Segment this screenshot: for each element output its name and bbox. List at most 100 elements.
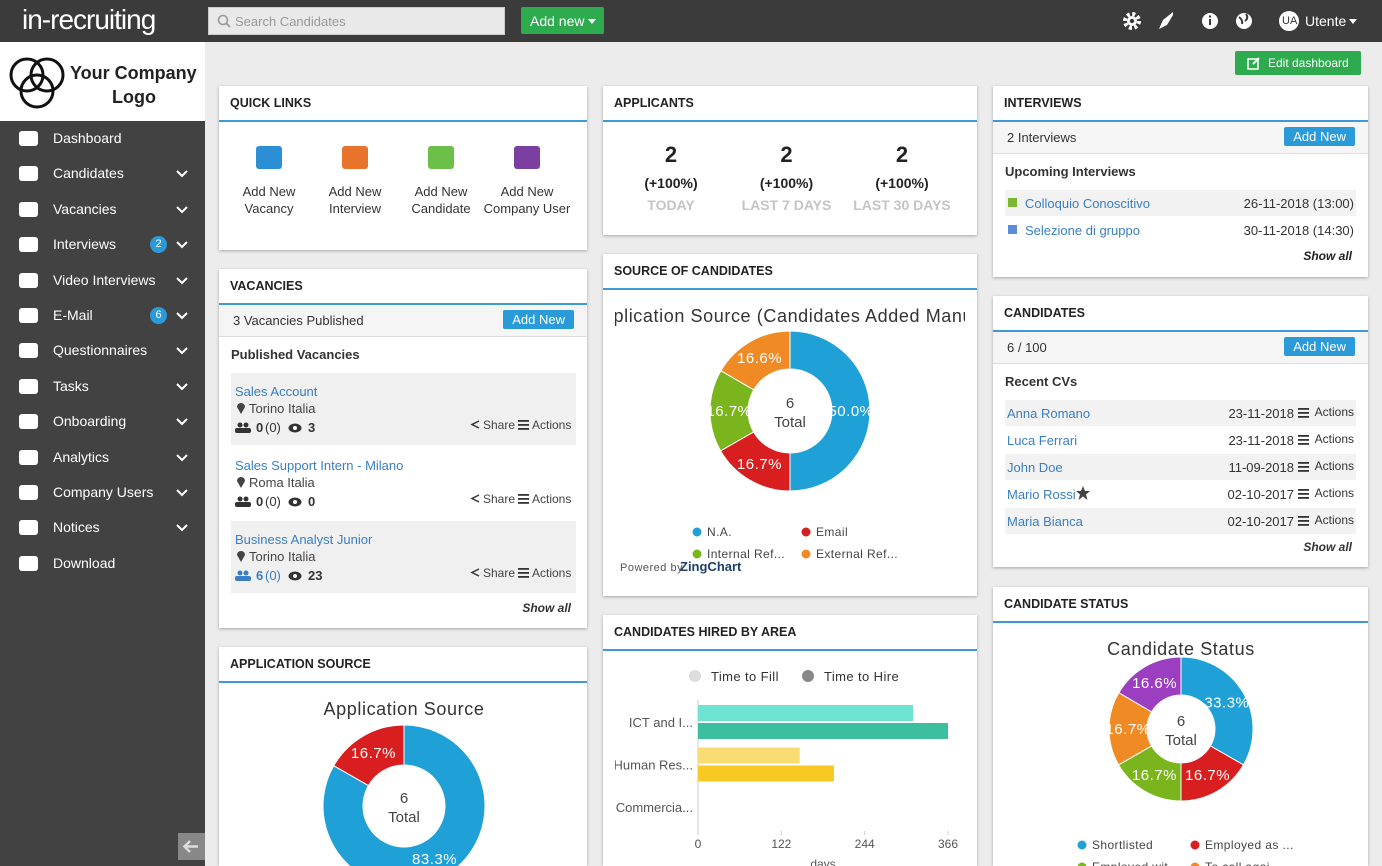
- x-axis-label: days: [810, 857, 835, 866]
- share-label[interactable]: Share: [483, 566, 516, 580]
- menu-item[interactable]: Analytics: [0, 440, 205, 475]
- cv-date: 23-11-2018: [1228, 433, 1294, 448]
- quick-link-label[interactable]: Add New Company User: [483, 184, 571, 216]
- avatar[interactable]: [1279, 11, 1299, 31]
- vacancy-title[interactable]: Sales Account: [235, 384, 318, 399]
- quick-link-icon[interactable]: [254, 143, 284, 171]
- stat-period: LAST 7 DAYS: [741, 197, 832, 213]
- interview-row: Selezione di gruppo 30-11-2018 (14:30): [1005, 217, 1356, 243]
- legend-dot: [802, 670, 814, 682]
- topbar-icons: [1123, 11, 1357, 31]
- menu-item[interactable]: Dashboard: [0, 121, 205, 156]
- icon-line: [518, 568, 529, 570]
- legend-label: Employed wit...: [1092, 860, 1179, 866]
- cv-row: Anna Romano 23-11-2018 Actions: [1005, 400, 1356, 426]
- add-new-button[interactable]: Add New: [1284, 127, 1355, 146]
- menu-item[interactable]: Vacancies: [0, 192, 205, 227]
- body: [235, 428, 251, 433]
- globe-icon[interactable]: [1236, 13, 1252, 29]
- menu-item[interactable]: Candidates: [0, 156, 205, 191]
- cv-name[interactable]: Maria Bianca: [1007, 514, 1083, 529]
- collapse-button[interactable]: [178, 833, 205, 860]
- icon-line: [1298, 462, 1309, 464]
- x-tick-label: 366: [938, 837, 958, 851]
- quick-link-label[interactable]: Add New Interview: [328, 184, 382, 216]
- settings-icon[interactable]: [1123, 12, 1141, 30]
- cv-name[interactable]: John Doe: [1007, 460, 1063, 475]
- add-new-button[interactable]: Add New: [1284, 337, 1355, 356]
- user-name[interactable]: Utente: [1305, 13, 1347, 29]
- cv-row: Luca Ferrari 23-11-2018 Actions: [1005, 427, 1356, 453]
- vacancy-item: Sales Support Intern - Milano Roma Italia…: [231, 447, 576, 519]
- share-label[interactable]: Share: [483, 418, 516, 432]
- actions-label[interactable]: Actions: [532, 418, 572, 432]
- share: [470, 494, 480, 503]
- interview-name[interactable]: Colloquio Conoscitivo: [1025, 196, 1151, 211]
- cv-actions[interactable]: Actions: [1314, 486, 1354, 500]
- chevron: [176, 489, 188, 497]
- pin: [237, 551, 245, 562]
- cv-actions[interactable]: Actions: [1314, 405, 1354, 419]
- vacancy-title[interactable]: Sales Support Intern - Milano: [235, 458, 404, 473]
- chevron: [176, 453, 188, 462]
- eye-icon: [288, 571, 302, 581]
- cv-name[interactable]: Mario Rossi: [1007, 487, 1076, 502]
- menu-item[interactable]: Interviews 2: [0, 227, 205, 262]
- menu-icon: [19, 272, 38, 288]
- legend-label: N.A.: [707, 525, 732, 539]
- cv-actions[interactable]: Actions: [1314, 513, 1354, 527]
- vacancy-title[interactable]: Business Analyst Junior: [235, 532, 373, 547]
- cv-name[interactable]: Anna Romano: [1007, 406, 1091, 421]
- add-new-button[interactable]: Add New: [503, 310, 574, 329]
- quick-link-icon[interactable]: [512, 143, 542, 171]
- brand[interactable]: in-recruiting: [22, 4, 156, 35]
- status-panel: CANDIDATE STATUS Candidate Status 33.3% 16…: [993, 587, 1368, 866]
- menu-icon: [1298, 408, 1309, 418]
- category-label: Commercia...: [616, 800, 693, 815]
- quick-link-icon[interactable]: [426, 143, 456, 171]
- panel-title: VACANCIES: [219, 269, 587, 305]
- menu-icon: [19, 414, 38, 430]
- icon-shape: [19, 414, 38, 430]
- legend-label: Employed as ...: [1205, 838, 1294, 852]
- edit-dashboard-button[interactable]: Edit dashboard: [1235, 51, 1361, 75]
- cv-actions[interactable]: Actions: [1314, 432, 1354, 446]
- icon-line: [1298, 520, 1309, 522]
- center-value: 6: [1177, 713, 1185, 730]
- quick-link-label[interactable]: Add New Candidate: [411, 184, 471, 216]
- menu-item[interactable]: Company Users: [0, 475, 205, 510]
- share-label[interactable]: Share: [483, 492, 516, 506]
- show-all[interactable]: Show all: [1303, 249, 1352, 263]
- show-all[interactable]: Show all: [522, 601, 571, 615]
- actions-label[interactable]: Actions: [532, 566, 572, 580]
- body: [235, 502, 251, 507]
- menu-item[interactable]: Questionnaires: [0, 333, 205, 368]
- rocket-icon[interactable]: [1159, 12, 1173, 29]
- menu-item[interactable]: E-Mail 6: [0, 298, 205, 333]
- legend-label: Shortlisted: [1092, 838, 1153, 852]
- menu-item[interactable]: Video Interviews: [0, 263, 205, 298]
- menu-item[interactable]: Notices: [0, 510, 205, 545]
- icon-shape: [19, 343, 38, 359]
- add-new-button[interactable]: Add new: [521, 7, 604, 34]
- show-all[interactable]: Show all: [1303, 540, 1352, 554]
- menu-item[interactable]: Tasks: [0, 369, 205, 404]
- menu-icon: [19, 237, 38, 253]
- slice-label: 16.7%: [351, 745, 396, 762]
- interview-name[interactable]: Selezione di gruppo: [1025, 223, 1140, 238]
- people-icon: [235, 422, 251, 433]
- panel-title: APPLICANTS: [603, 86, 977, 122]
- icon-shape: [19, 485, 38, 500]
- quick-link-label[interactable]: Add New Vacancy: [242, 184, 296, 216]
- interview-color: [1008, 225, 1017, 234]
- star-icon: [1076, 486, 1090, 500]
- menu-item[interactable]: Onboarding: [0, 404, 205, 439]
- actions-label[interactable]: Actions: [532, 492, 572, 506]
- application-source-panel: APPLICATION SOURCE Application Source 83.…: [219, 647, 587, 866]
- interview-date: 26-11-2018 (13:00): [1243, 196, 1354, 211]
- cv-name[interactable]: Luca Ferrari: [1007, 433, 1078, 448]
- quick-link-icon[interactable]: [340, 143, 370, 171]
- menu-item[interactable]: Download: [0, 546, 205, 581]
- search-box[interactable]: Search Candidates: [208, 7, 505, 35]
- cv-actions[interactable]: Actions: [1314, 459, 1354, 473]
